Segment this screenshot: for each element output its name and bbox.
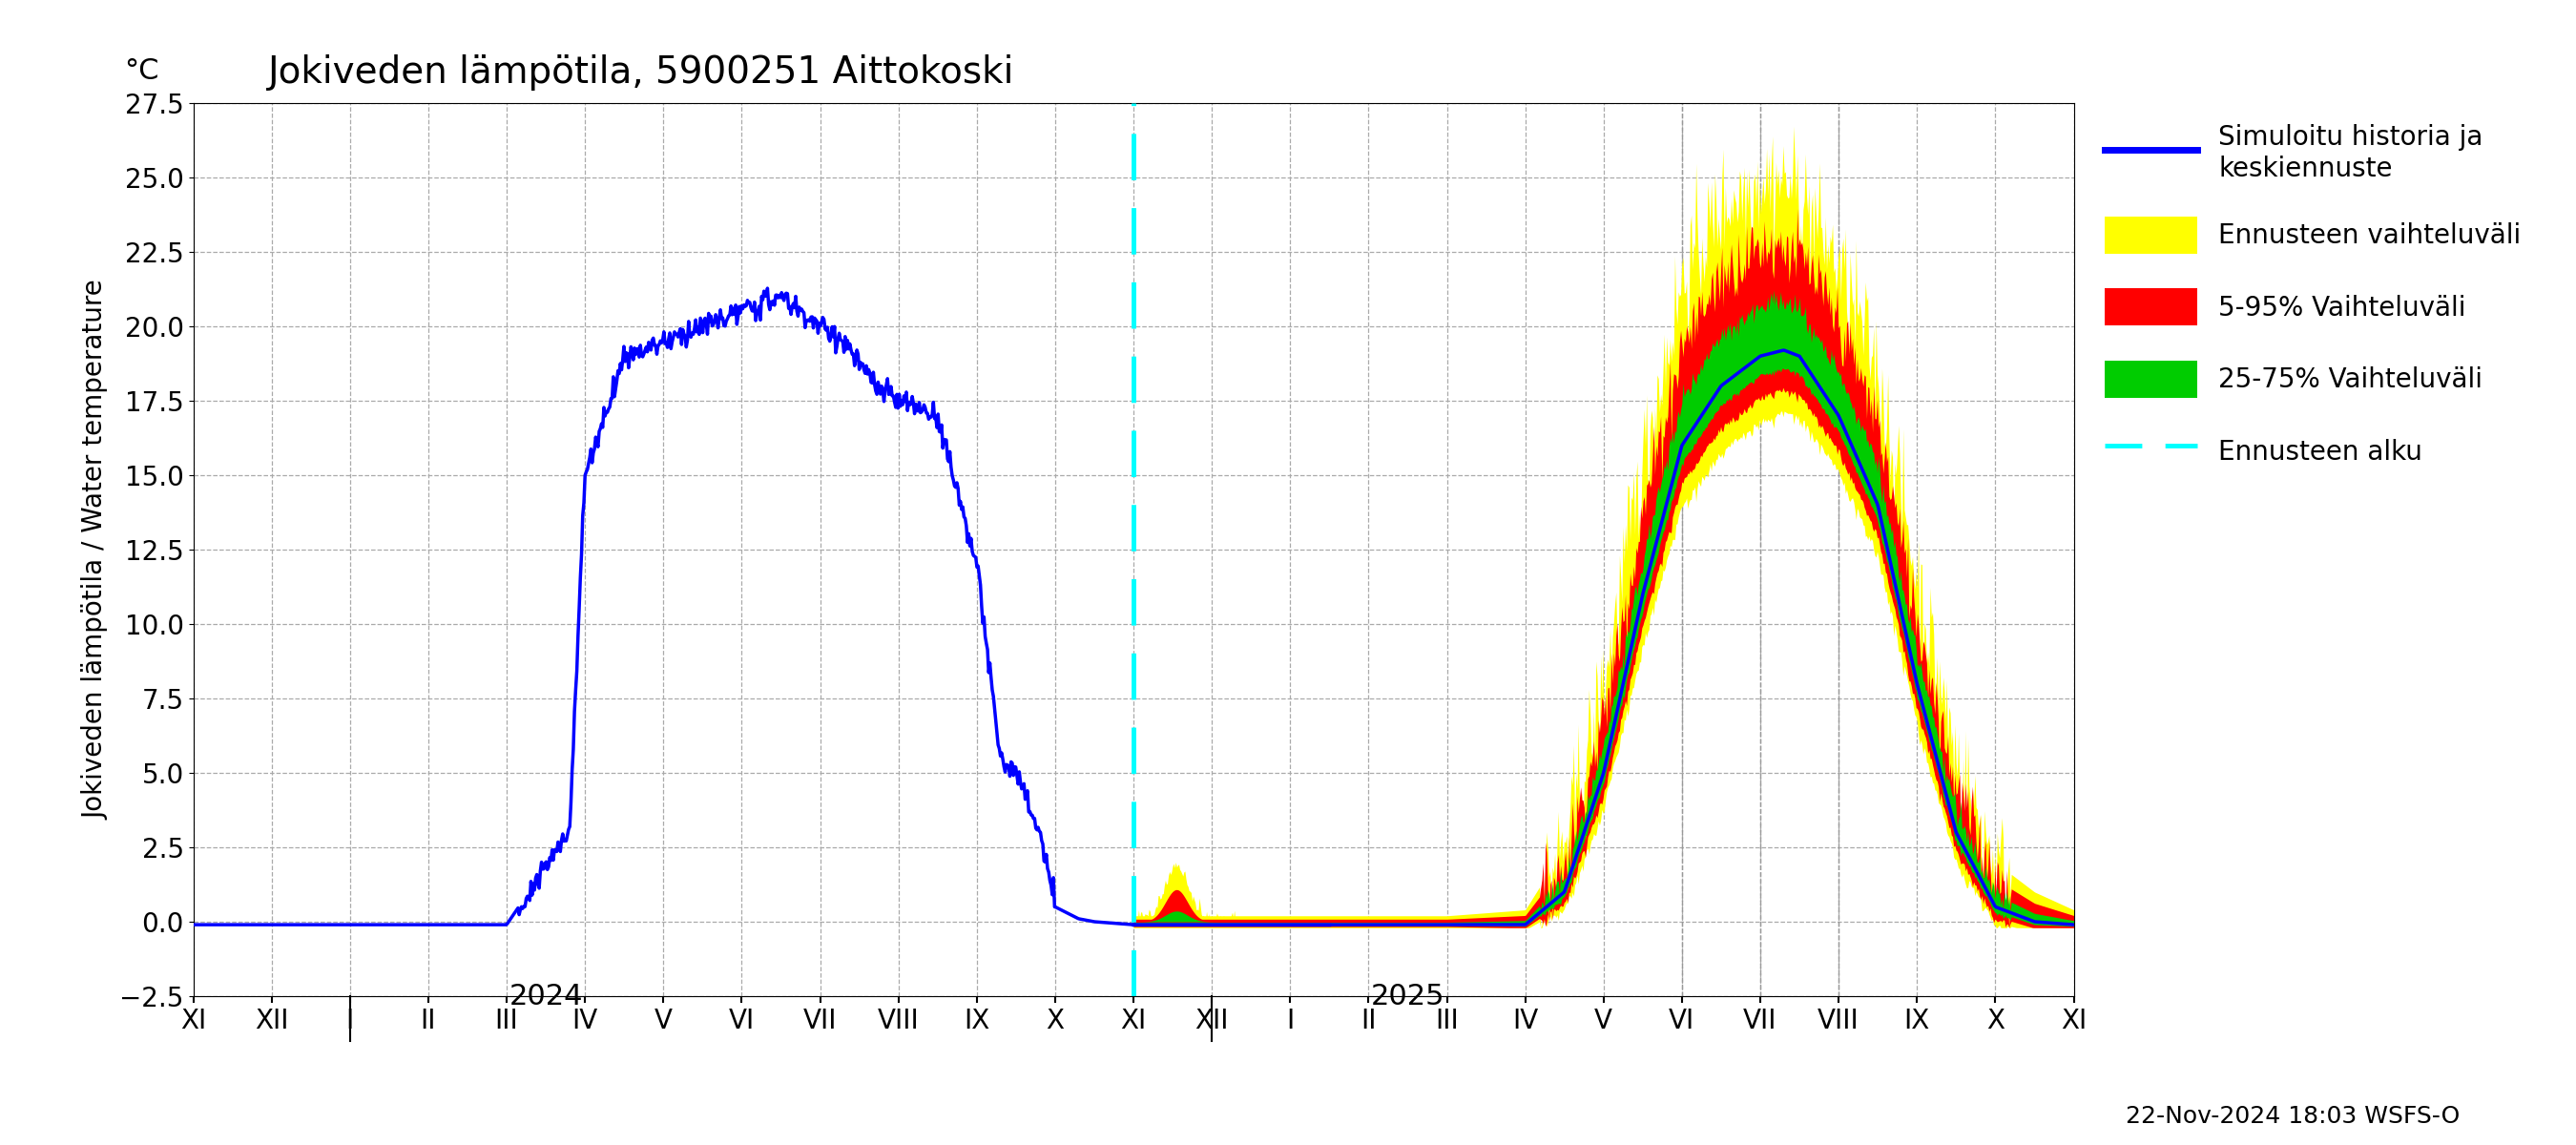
Text: 2024: 2024	[510, 982, 582, 1010]
Text: 2025: 2025	[1370, 982, 1445, 1010]
Text: Jokiveden lämpötila, 5900251 Aittokoski: Jokiveden lämpötila, 5900251 Aittokoski	[268, 55, 1015, 90]
Text: °C: °C	[124, 57, 160, 85]
Text: 22-Nov-2024 18:03 WSFS-O: 22-Nov-2024 18:03 WSFS-O	[2125, 1105, 2460, 1128]
Legend: Simuloitu historia ja
keskiennuste, Ennusteen vaihteluväli, 5-95% Vaihteluväli, : Simuloitu historia ja keskiennuste, Ennu…	[2097, 117, 2530, 477]
Y-axis label: Jokiveden lämpötila / Water temperature: Jokiveden lämpötila / Water temperature	[82, 279, 108, 820]
